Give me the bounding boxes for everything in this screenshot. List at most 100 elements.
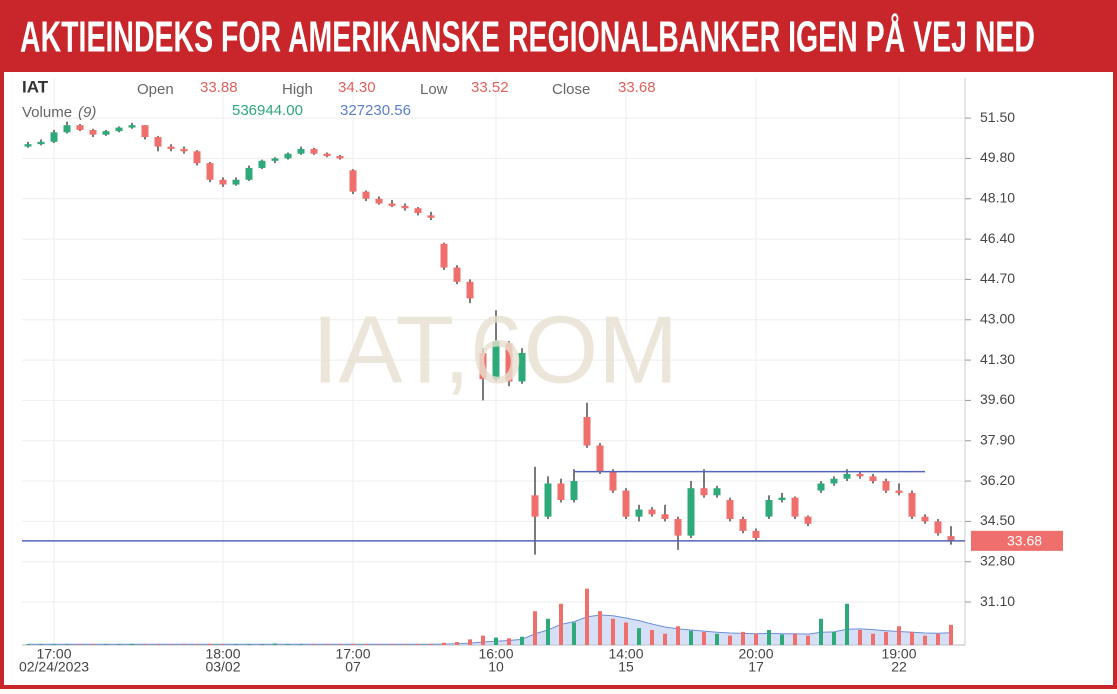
volume-bar bbox=[923, 635, 927, 645]
candle-body bbox=[739, 519, 747, 531]
candle-body bbox=[856, 473, 864, 477]
candle-body bbox=[674, 519, 682, 536]
candle-body bbox=[258, 160, 266, 168]
candle-body bbox=[687, 488, 695, 536]
volume-bar bbox=[403, 644, 407, 645]
volume-bar bbox=[624, 622, 628, 645]
volume-bar bbox=[546, 618, 550, 645]
volume-bar bbox=[65, 644, 69, 645]
volume-bar bbox=[806, 635, 810, 645]
volume-bar bbox=[481, 635, 485, 645]
candle-body bbox=[882, 481, 890, 491]
candle-body bbox=[661, 514, 669, 520]
volume-bar bbox=[78, 644, 82, 645]
candle-body bbox=[76, 125, 84, 130]
y-tick-label: 34.50 bbox=[980, 512, 1015, 528]
volume-bar bbox=[897, 626, 901, 645]
candle-body bbox=[765, 500, 773, 517]
y-tick-label: 43.00 bbox=[980, 310, 1015, 326]
last-price-label: 33.68 bbox=[1007, 533, 1042, 549]
volume-bar bbox=[702, 631, 706, 645]
volume-bar bbox=[182, 644, 186, 645]
candle-body bbox=[921, 516, 929, 522]
volume-bar bbox=[832, 631, 836, 645]
volume-bar bbox=[364, 644, 368, 645]
volume-bar bbox=[143, 644, 147, 645]
volume-bar bbox=[572, 622, 576, 645]
volume-bar bbox=[689, 630, 693, 645]
x-tick-date: 10 bbox=[488, 659, 504, 675]
volume-bar bbox=[780, 634, 784, 645]
x-tick-date: 15 bbox=[618, 659, 634, 675]
volume-bar bbox=[936, 633, 940, 645]
y-tick-label: 51.50 bbox=[980, 109, 1015, 125]
x-tick-label: 18:00 bbox=[205, 646, 240, 662]
volume-bar bbox=[390, 644, 394, 645]
volume-label: Volume bbox=[22, 104, 72, 121]
volume-bar bbox=[949, 624, 953, 645]
volume-period: (9) bbox=[78, 104, 96, 121]
volume-bar bbox=[208, 643, 212, 645]
volume-bar bbox=[533, 611, 537, 645]
candle-body bbox=[362, 191, 370, 199]
x-tick-label: 16:00 bbox=[478, 646, 513, 662]
volume-bar bbox=[286, 644, 290, 645]
candle-body bbox=[518, 352, 526, 382]
volume-bar bbox=[91, 644, 95, 645]
volume-ma-area bbox=[28, 615, 951, 645]
candle-body bbox=[440, 243, 448, 268]
candle-body bbox=[375, 198, 383, 204]
candle-body bbox=[843, 473, 851, 479]
volume-bar bbox=[715, 633, 719, 645]
volume-bar bbox=[338, 644, 342, 645]
volume-bar bbox=[221, 644, 225, 645]
candle-body bbox=[635, 509, 643, 517]
candle-body bbox=[284, 153, 292, 159]
volume-bar bbox=[468, 639, 472, 645]
candle-body bbox=[778, 497, 786, 501]
x-tick-date: 07 bbox=[345, 659, 361, 675]
x-tick-label: 14:00 bbox=[608, 646, 643, 662]
volume-bar bbox=[442, 642, 446, 645]
candle-body bbox=[245, 167, 253, 180]
volume-bar bbox=[455, 642, 459, 645]
volume-ma-value: 327230.56 bbox=[340, 102, 411, 119]
volume-bar bbox=[312, 644, 316, 645]
y-tick-label: 48.10 bbox=[980, 189, 1015, 205]
volume-bar bbox=[754, 633, 758, 645]
y-tick-label: 49.80 bbox=[980, 149, 1015, 165]
volume-bar bbox=[104, 644, 108, 645]
last-price-box bbox=[971, 530, 1063, 551]
high-value: 34.30 bbox=[338, 79, 376, 96]
x-tick-date: 17 bbox=[748, 659, 764, 675]
volume-bar bbox=[234, 644, 238, 645]
candle-body bbox=[505, 343, 513, 382]
candle-body bbox=[596, 445, 604, 472]
volume-bar bbox=[26, 644, 30, 645]
volume-value: 536944.00 bbox=[232, 102, 303, 119]
candle-body bbox=[401, 205, 409, 209]
candle-body bbox=[570, 481, 578, 501]
candle-body bbox=[895, 490, 903, 493]
candle-body bbox=[297, 148, 305, 154]
volume-bar bbox=[585, 588, 589, 645]
candle-body bbox=[388, 203, 396, 206]
y-tick-label: 31.10 bbox=[980, 593, 1015, 609]
candle-body bbox=[869, 476, 877, 482]
candle-body bbox=[63, 125, 71, 133]
volume-bar bbox=[351, 643, 355, 645]
candle-body bbox=[544, 483, 552, 517]
candle-body bbox=[817, 483, 825, 491]
volume-ma-line bbox=[28, 614, 952, 645]
volume-bar bbox=[728, 635, 732, 645]
candle-body bbox=[219, 179, 227, 185]
x-tick-label: 19:00 bbox=[881, 646, 916, 662]
high-label: High bbox=[282, 81, 313, 98]
y-tick-label: 46.40 bbox=[980, 230, 1015, 246]
volume-bar bbox=[325, 644, 329, 645]
candle-body bbox=[414, 208, 422, 213]
watermark: IAT,6OM bbox=[312, 296, 678, 403]
y-tick-label: 44.70 bbox=[980, 270, 1015, 286]
volume-bar bbox=[858, 630, 862, 645]
